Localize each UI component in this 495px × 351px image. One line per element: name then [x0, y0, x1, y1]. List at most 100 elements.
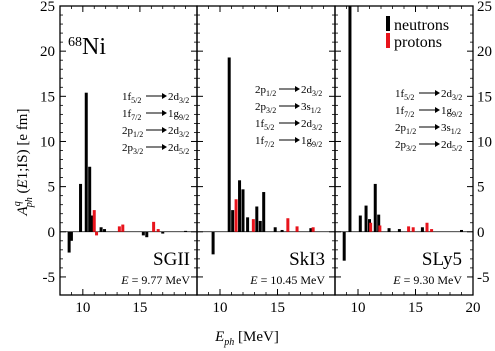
- transition-label: 2p1/2: [395, 122, 416, 136]
- transition-label: 1g9/2: [301, 135, 322, 149]
- neutron-bar: [184, 230, 188, 232]
- transition-label: 2d3/2: [301, 84, 322, 98]
- neutron-bar: [103, 229, 107, 232]
- transition-label: 2d3/2: [168, 125, 189, 139]
- neutron-bar: [231, 210, 235, 232]
- transition-arrowhead: [435, 141, 440, 147]
- transition-label: 1f7/2: [395, 105, 414, 119]
- neutron-bar: [79, 183, 83, 232]
- x-tick-label: 15: [132, 300, 147, 316]
- transition-arrowhead: [162, 93, 167, 99]
- transition-label: 3s1/2: [301, 101, 321, 115]
- neutron-bar: [273, 227, 277, 232]
- y-axis-title: Aqph (E1;IS) [e fm]: [12, 109, 35, 217]
- transition-label: 1f7/2: [122, 108, 141, 122]
- proton-bar: [121, 224, 125, 232]
- proton-bar: [425, 222, 429, 232]
- x-tick-label: 15: [270, 300, 285, 316]
- x-tick-label: 10: [75, 300, 90, 316]
- proton-bar: [411, 227, 415, 232]
- transition-arrowhead: [162, 110, 167, 116]
- transition-label: 2p1/2: [122, 125, 143, 139]
- transition-label: 2p1/2: [255, 84, 276, 98]
- neutron-bar: [280, 229, 284, 232]
- neutron-bar: [67, 231, 71, 253]
- transition-label: 2p3/2: [395, 139, 416, 153]
- centroid-energy: E = 10.45 MeV: [249, 273, 325, 287]
- y-tick-label-right: 20: [477, 44, 492, 60]
- model-name: SLy5: [422, 249, 462, 270]
- chart-panels: -5 0 5 10 15 20 25 10 15 1f5/2 2d3/2 1f7/2 1g9/2 2p1/…: [40, 0, 492, 316]
- y-tick-label-left: -5: [43, 270, 56, 286]
- nucleus-label: 68Ni: [68, 34, 106, 60]
- neutron-bar: [84, 92, 88, 232]
- transition-arrowhead: [295, 137, 300, 143]
- neutron-bar: [387, 228, 391, 232]
- neutron-bar: [364, 205, 368, 232]
- neutron-bar: [397, 229, 401, 232]
- transition-arrowhead: [162, 127, 167, 133]
- transition-label: 2p3/2: [122, 142, 143, 156]
- neutron-bar: [161, 231, 165, 234]
- transition-label: 2d5/2: [168, 142, 189, 156]
- neutron-bar: [69, 231, 73, 241]
- panel-ski3: 10 15 2p1/2 2d3/2 2p3/2 3s1/2 1f5/2 2d3/2 1f7/2 1…: [196, 5, 336, 316]
- y-tick-label-right: 0: [477, 225, 485, 241]
- legend-swatch-neutrons: [386, 16, 390, 31]
- proton-bar: [369, 222, 373, 232]
- transition-arrowhead: [435, 90, 440, 96]
- y-tick-label-right: 5: [477, 180, 485, 196]
- transition-label: 1f5/2: [122, 91, 141, 105]
- proton-bar: [152, 221, 156, 232]
- neutron-bar: [342, 231, 346, 261]
- legend-label-protons: protons: [394, 34, 442, 51]
- neutron-bar: [238, 180, 242, 232]
- proton-bar: [286, 218, 290, 232]
- proton-bar: [430, 229, 434, 232]
- neutron-bar: [145, 231, 149, 238]
- centroid-energy: E = 9.77 MeV: [120, 273, 190, 287]
- transition-label: 1g9/2: [168, 108, 189, 122]
- neutron-bar: [258, 220, 262, 232]
- y-tick-label-right: 10: [477, 134, 492, 150]
- transition-label: 1f7/2: [255, 135, 274, 149]
- transition-label: 3s1/2: [441, 122, 461, 136]
- transition-label: 2p3/2: [255, 101, 276, 115]
- proton-bar: [295, 226, 299, 232]
- y-tick-label-left: 25: [40, 0, 55, 15]
- y-tick-label-left: 5: [48, 180, 56, 196]
- transition-label: 1g9/2: [441, 105, 462, 119]
- model-name: SkI3: [289, 249, 325, 270]
- transition-label: 2d5/2: [441, 139, 462, 153]
- transition-arrowhead: [295, 86, 300, 92]
- neutron-bar: [348, 6, 352, 232]
- svg-text:68Ni: 68Ni: [68, 34, 106, 60]
- legend-label-neutrons: neutrons: [394, 17, 449, 34]
- transition-label: 1f5/2: [255, 118, 274, 132]
- y-tick-label-right: 25: [477, 0, 492, 15]
- x-tick-label: 15: [408, 300, 423, 316]
- y-tick-label-right: 15: [477, 89, 492, 105]
- neutron-bar: [99, 227, 103, 232]
- neutron-bar: [88, 166, 92, 232]
- x-tick-label: 10: [351, 300, 366, 316]
- transition-arrowhead: [435, 124, 440, 130]
- neutron-bar: [373, 183, 377, 232]
- y-tick-label-left: 0: [48, 225, 56, 241]
- x-tick-label: 20: [466, 300, 481, 316]
- panel-sgii: -5 0 5 10 15 20 25 10 15 1f5/2 2d3/2 1f7/2 1g9/2 2p1/…: [40, 0, 198, 316]
- proton-bar: [95, 231, 99, 236]
- neutron-bar: [255, 206, 259, 232]
- proton-bar: [311, 227, 315, 232]
- transition-arrowhead: [295, 103, 300, 109]
- neutron-bar: [358, 215, 362, 232]
- neutron-bar: [246, 217, 250, 232]
- proton-bar: [407, 226, 411, 232]
- y-tick-label-left: 10: [40, 134, 55, 150]
- neutron-bar: [460, 229, 463, 232]
- x-tick-label: 10: [213, 300, 228, 316]
- transition-label: 2d3/2: [441, 88, 462, 102]
- y-tick-label-left: 20: [40, 44, 55, 60]
